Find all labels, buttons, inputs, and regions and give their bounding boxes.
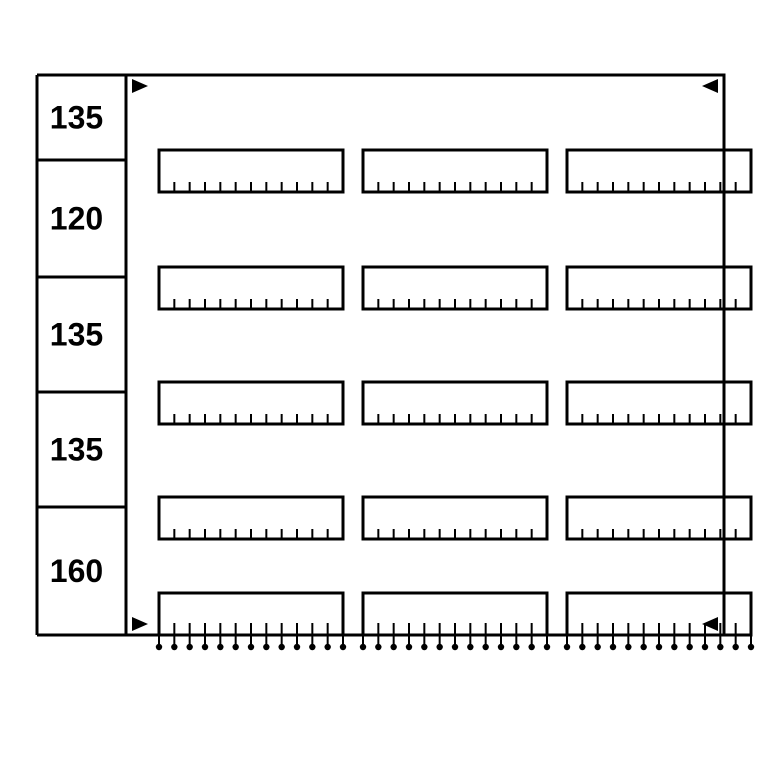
row-height-label: 160 <box>50 553 103 589</box>
row-height-label: 120 <box>50 201 103 237</box>
row-height-label: 135 <box>50 432 103 468</box>
row-height-label: 135 <box>50 317 103 353</box>
row-height-label: 135 <box>50 100 103 136</box>
panel-diagram: 135 120 135 135 160 <box>0 0 767 767</box>
